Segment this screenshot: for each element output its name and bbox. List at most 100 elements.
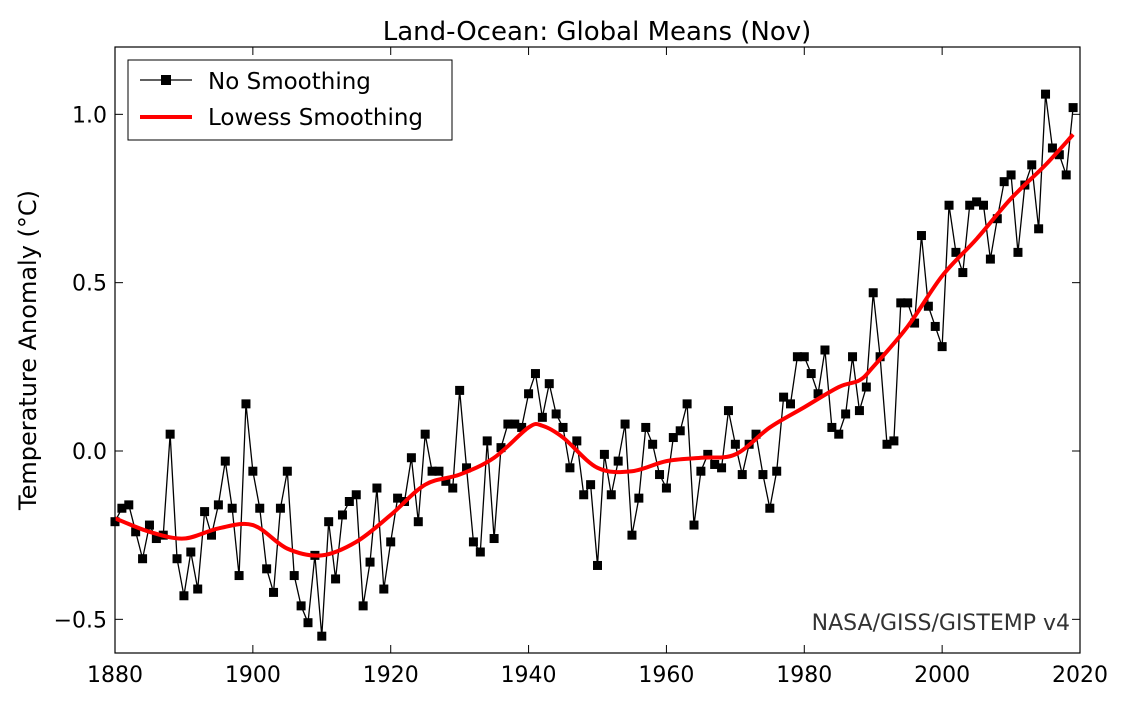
data-point [303,618,313,628]
data-point [992,214,1002,224]
data-point [393,493,403,503]
data-point [792,352,802,362]
data-point [475,547,485,557]
data-point [703,449,713,459]
data-point [406,453,416,463]
data-point [599,449,609,459]
data-point [324,517,334,527]
data-point [641,422,651,432]
data-point [565,463,575,473]
data-point [896,298,906,308]
data-point [765,503,775,513]
data-point [572,436,582,446]
data-point [172,554,182,564]
data-point [517,422,527,432]
data-point [972,197,982,207]
data-point [1013,247,1023,257]
data-point [910,318,920,328]
data-point [551,409,561,419]
data-point [337,510,347,520]
source-annotation: NASA/GISS/GISTEMP v4 [812,611,1070,636]
data-point [813,389,823,399]
x-tick-label: 2020 [1052,663,1108,688]
x-tick-label: 1900 [225,663,281,688]
data-point [282,466,292,476]
data-point [455,385,465,395]
legend: No Smoothing Lowess Smoothing [127,59,453,141]
data-point [668,433,678,443]
data-point [1068,103,1078,113]
data-point [786,399,795,409]
x-tick-label: 1960 [638,663,694,688]
y-axis-label: Temperature Anomaly (°C) [14,190,42,511]
data-point [937,342,947,352]
data-point [372,483,382,493]
data-point [848,352,858,362]
legend-label-no-smoothing: No Smoothing [208,69,371,95]
data-point [779,392,789,402]
data-point [999,177,1009,187]
legend-label-lowess: Lowess Smoothing [208,105,423,131]
data-point [696,466,706,476]
data-point [434,466,444,476]
data-point [510,419,520,429]
data-point [854,406,864,416]
data-point [503,419,513,429]
data-point [579,490,589,500]
data-point [441,476,451,486]
data-point [124,500,134,510]
series-line-lowess [114,133,1075,558]
data-point [799,352,809,362]
data-point [661,483,671,493]
data-point [420,429,430,439]
data-point [1027,160,1037,170]
data-point [358,601,368,611]
y-tick-label: 1.0 [72,103,107,128]
data-point [944,200,954,210]
data-point [806,369,816,379]
data-point [524,389,534,399]
y-tick-label: 0.5 [72,272,107,297]
data-point [717,463,727,473]
data-point [448,483,458,493]
data-point [289,571,299,581]
data-point [144,520,154,530]
data-point [868,288,878,298]
data-point [255,503,265,513]
data-point [889,436,899,446]
data-point [200,507,210,517]
data-point [979,200,988,210]
data-point [1047,143,1057,153]
data-point [951,247,961,257]
data-point [1061,170,1071,180]
data-point [593,560,602,570]
data-point [151,534,161,544]
data-point [930,321,940,331]
x-tick-label: 1920 [363,663,419,688]
data-point [468,537,478,547]
data-point [958,268,968,278]
data-point [916,231,926,241]
data-point [186,547,196,557]
data-point [227,503,237,513]
data-point [317,631,327,641]
data-point [220,456,230,466]
data-point [413,517,423,527]
legend-box [127,59,453,141]
data-point [613,456,623,466]
data-point [489,534,499,544]
data-point [1041,89,1051,99]
x-tick-label: 1940 [501,663,557,688]
legend-marker-square [161,75,171,85]
data-point [165,429,175,439]
data-point [379,584,389,594]
data-point [1034,224,1044,234]
data-point [344,497,354,506]
plot-frame [114,46,1081,654]
data-point [482,436,492,446]
data-point [985,254,995,264]
data-point [462,463,472,473]
data-point [586,480,596,490]
data-point [903,298,913,308]
